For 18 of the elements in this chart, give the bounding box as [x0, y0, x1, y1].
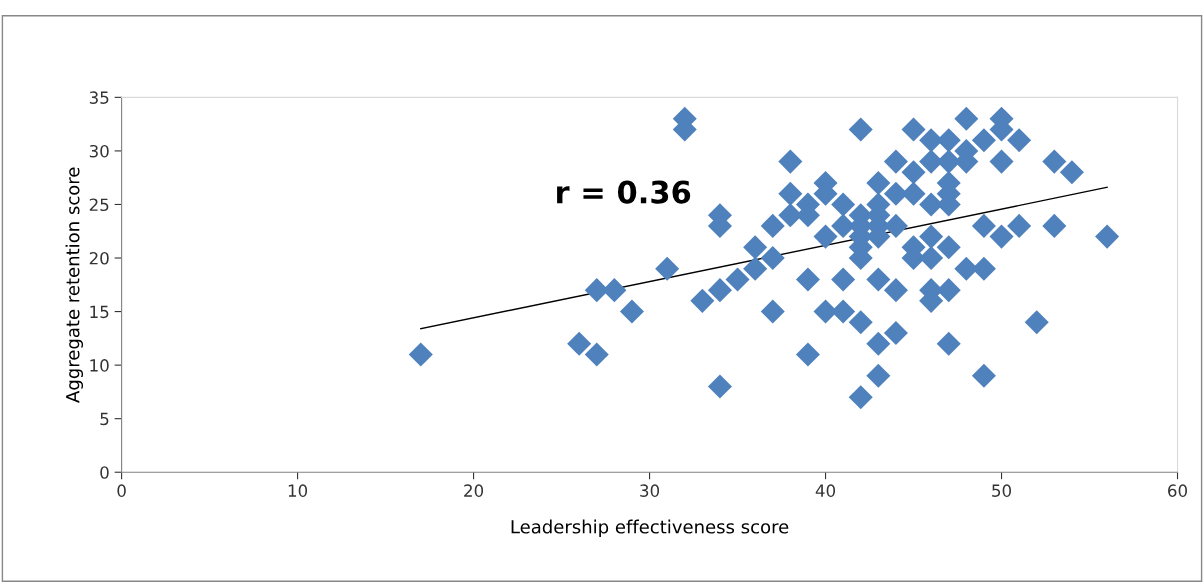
x-tick-label: 60	[1168, 484, 1188, 497]
y-axis-title: Aggregate retention score	[65, 167, 84, 403]
x-tick-label: 0	[117, 484, 126, 497]
y-tick-label: 30	[89, 144, 109, 158]
y-tick-label: 20	[89, 251, 109, 265]
x-tick-label: 10	[288, 484, 308, 497]
y-tick-label: 0	[100, 466, 109, 479]
x-tick-label: 40	[815, 484, 836, 497]
y-tick-label: 10	[90, 359, 109, 372]
x-tick-label: 30	[640, 484, 660, 497]
x-tick-label: 50	[992, 484, 1012, 497]
y-tick-label: 35	[89, 91, 109, 104]
x-tick-label: 20	[464, 484, 484, 497]
y-tick-label: 15	[90, 305, 109, 319]
x-axis-title: Leadership effectiveness score	[511, 519, 789, 538]
y-tick-label: 25	[89, 198, 109, 212]
y-tick-label: 5	[100, 412, 109, 426]
annotation: r = 0.36	[557, 180, 691, 204]
